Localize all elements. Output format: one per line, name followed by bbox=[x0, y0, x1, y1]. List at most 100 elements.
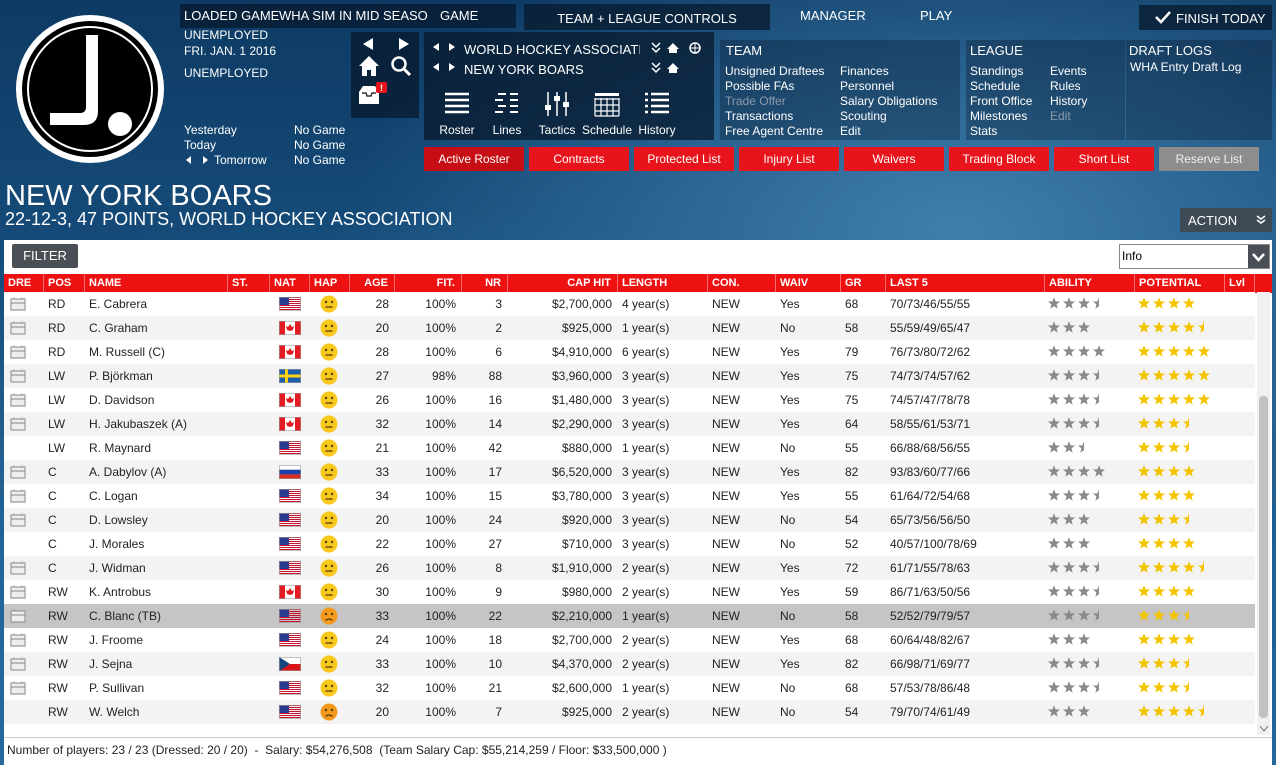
schedule-icon[interactable] bbox=[594, 91, 620, 117]
table-row[interactable]: RW K. Antrobus 30 100% 9 $980,000 2 year(s) NEW… bbox=[4, 580, 1255, 604]
column-header[interactable]: AGE bbox=[350, 274, 395, 293]
team-icons[interactable] bbox=[651, 62, 683, 74]
column-header[interactable]: POS bbox=[44, 274, 85, 293]
tab[interactable]: Contracts bbox=[529, 147, 629, 171]
star bbox=[1168, 513, 1180, 525]
menu-item[interactable]: Transactions bbox=[725, 109, 794, 123]
column-header[interactable]: HAP bbox=[310, 274, 350, 293]
table-row[interactable]: RW P. Sullivan 32 100% 21 $2,600,000 1 year(s)… bbox=[4, 676, 1255, 700]
column-header[interactable]: ABILITY bbox=[1045, 274, 1135, 293]
tab[interactable]: Trading Block bbox=[949, 147, 1049, 171]
tab[interactable]: Injury List bbox=[739, 147, 839, 171]
league-icons[interactable] bbox=[651, 42, 703, 54]
shortcut-label[interactable]: Roster bbox=[439, 123, 475, 137]
menu-item[interactable]: Rules bbox=[1050, 79, 1081, 93]
menu-item[interactable]: Finances bbox=[840, 64, 889, 78]
table-row[interactable]: C J. Morales 22 100% 27 $710,000 3 year(s) NEW N… bbox=[4, 532, 1255, 556]
column-header[interactable]: DRE bbox=[4, 274, 44, 293]
table-row[interactable]: RW J. Froome 24 100% 18 $2,700,000 2 year(s) NE… bbox=[4, 628, 1255, 652]
scrollbar[interactable] bbox=[1257, 292, 1270, 735]
scrollbar-thumb[interactable] bbox=[1259, 396, 1268, 718]
menu-item[interactable]: Scouting bbox=[840, 109, 887, 123]
tab[interactable]: Protected List bbox=[634, 147, 734, 171]
menu-item[interactable]: Possible FAs bbox=[725, 79, 795, 93]
controls-menu[interactable]: TEAM + LEAGUE CONTROLS bbox=[557, 11, 737, 26]
column-header[interactable]: Lvl bbox=[1225, 274, 1255, 293]
table-row[interactable]: RW W. Welch 20 100% 7 $925,000 2 year(s) NEW No 5… bbox=[4, 700, 1255, 724]
shortcut-label[interactable]: Lines bbox=[492, 123, 522, 137]
menu-item[interactable]: Free Agent Centre bbox=[725, 124, 824, 138]
scroll-down[interactable] bbox=[1260, 726, 1268, 732]
table-row[interactable]: C A. Dabylov (A) 33 100% 17 $6,520,000 3 year(… bbox=[4, 460, 1255, 484]
inbox-icon[interactable]: ! bbox=[358, 82, 388, 108]
column-header[interactable]: NAME bbox=[85, 274, 228, 293]
table-row[interactable]: LW D. Davidson 26 100% 16 $1,480,000 3 year(s)… bbox=[4, 388, 1255, 412]
table-cell: J. Sejna bbox=[85, 652, 228, 676]
column-header[interactable]: NR bbox=[462, 274, 508, 293]
column-header[interactable]: FIT. bbox=[395, 274, 462, 293]
column-header[interactable]: LENGTH bbox=[618, 274, 708, 293]
home-icon[interactable] bbox=[358, 55, 380, 77]
column-header[interactable]: NAT bbox=[270, 274, 310, 293]
column-header[interactable]: LAST 5 bbox=[886, 274, 1045, 293]
filter-button[interactable]: FILTER bbox=[12, 244, 78, 268]
column-header[interactable]: ST. bbox=[228, 274, 270, 293]
table-row[interactable]: RW J. Sejna 33 100% 10 $4,370,000 2 year(s) NEW… bbox=[4, 652, 1255, 676]
menu-item[interactable]: Standings bbox=[970, 64, 1024, 78]
history-icon[interactable] bbox=[644, 91, 670, 117]
table-row[interactable]: RW C. Blanc (TB) 33 100% 22 $2,210,000 1 year(… bbox=[4, 604, 1255, 628]
menu-item[interactable]: Unsigned Draftees bbox=[725, 64, 825, 78]
league-arrows[interactable] bbox=[433, 43, 455, 51]
tactics-icon[interactable] bbox=[544, 91, 570, 117]
tab[interactable]: Waivers bbox=[844, 147, 944, 171]
search-icon[interactable] bbox=[390, 55, 412, 77]
view-select[interactable]: Info bbox=[1119, 244, 1270, 269]
roster-icon[interactable] bbox=[444, 91, 470, 117]
column-header[interactable]: CON. bbox=[708, 274, 776, 293]
menu-item[interactable]: Stats bbox=[970, 124, 998, 138]
table-row[interactable]: C J. Widman 26 100% 8 $1,910,000 2 year(s) NEW Y… bbox=[4, 556, 1255, 580]
table-row[interactable]: C D. Lowsley 20 100% 24 $920,000 3 year(s) NEW N… bbox=[4, 508, 1255, 532]
menu-item[interactable]: Personnel bbox=[840, 79, 895, 93]
menu-item[interactable]: Front Office bbox=[970, 94, 1033, 108]
column-header[interactable]: POTENTIAL bbox=[1135, 274, 1225, 293]
action-button[interactable]: ACTION bbox=[1180, 208, 1272, 232]
column-header[interactable]: WAIV bbox=[776, 274, 841, 293]
table-row[interactable]: LW R. Maynard 21 100% 42 $880,000 1 year(s) NEW… bbox=[4, 436, 1255, 460]
menu-item[interactable]: Milestones bbox=[970, 109, 1028, 123]
team-selector[interactable]: NEW YORK BOARS bbox=[464, 62, 584, 77]
shortcut-label[interactable]: Tactics bbox=[538, 123, 576, 137]
column-header[interactable]: CAP HIT bbox=[508, 274, 618, 293]
tab[interactable]: Active Roster bbox=[424, 147, 524, 171]
table-cell: 68 bbox=[841, 628, 886, 652]
menu-item[interactable]: Salary Obligations bbox=[840, 94, 938, 108]
manager-menu[interactable]: MANAGER bbox=[800, 8, 866, 23]
cell-text: $4,370,000 bbox=[551, 657, 612, 671]
table-row[interactable]: RD E. Cabrera 28 100% 3 $2,700,000 4 year(s) NE… bbox=[4, 292, 1255, 316]
shortcut-label[interactable]: History bbox=[638, 123, 676, 137]
table-cell bbox=[228, 316, 270, 340]
column-header[interactable]: GR bbox=[841, 274, 886, 293]
nav-arrows[interactable] bbox=[363, 38, 409, 50]
play-menu[interactable]: PLAY bbox=[920, 8, 953, 23]
menu-item[interactable]: Events bbox=[1050, 64, 1087, 78]
table-row[interactable]: LW H. Jakubaszek (A) 32 100% 14 $2,290,000 3 y… bbox=[4, 412, 1255, 436]
menu-item[interactable]: History bbox=[1050, 94, 1088, 108]
cell-text: 26 bbox=[375, 393, 389, 407]
table-row[interactable]: RD C. Graham 20 100% 2 $925,000 1 year(s) NEW No… bbox=[4, 316, 1255, 340]
lines-icon[interactable] bbox=[494, 91, 520, 117]
team-arrows[interactable] bbox=[433, 63, 455, 71]
shortcut-label[interactable]: Schedule bbox=[581, 123, 633, 137]
league-selector[interactable]: WORLD HOCKEY ASSOCIATION bbox=[464, 42, 640, 57]
menu-item[interactable]: Edit bbox=[840, 124, 861, 138]
game-menu[interactable]: GAME bbox=[440, 8, 479, 23]
table-row[interactable]: LW P. Björkman 27 98% 88 $3,960,000 3 year(s) N… bbox=[4, 364, 1255, 388]
app-logo[interactable] bbox=[14, 13, 166, 165]
menu-item[interactable]: WHA Entry Draft Log bbox=[1130, 60, 1242, 74]
finish-today-button[interactable]: FINISH TODAY bbox=[1139, 5, 1272, 30]
table-row[interactable]: C C. Logan 34 100% 15 $3,780,000 3 year(s) NEW Y… bbox=[4, 484, 1255, 508]
menu-item[interactable]: Schedule bbox=[970, 79, 1021, 93]
day-arrows[interactable] bbox=[185, 155, 209, 165]
tab[interactable]: Short List bbox=[1054, 147, 1154, 171]
table-row[interactable]: RD M. Russell (C) 28 100% 6 $4,910,000 6 year(… bbox=[4, 340, 1255, 364]
